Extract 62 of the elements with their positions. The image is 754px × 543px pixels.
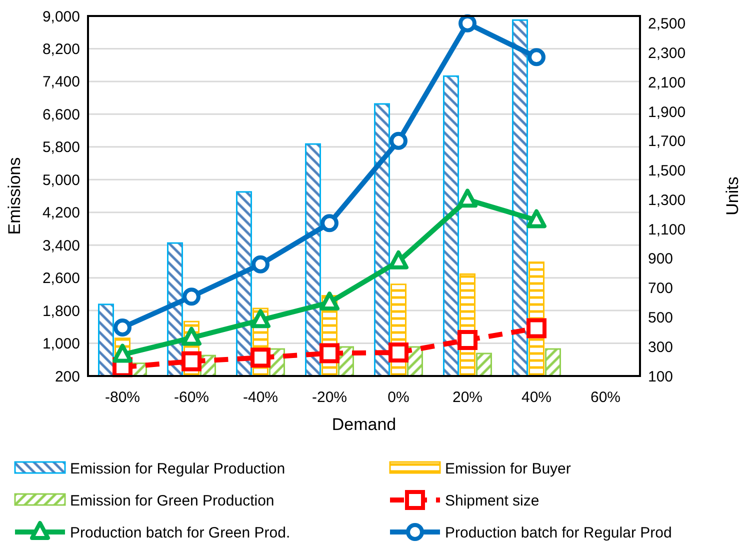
x-tick-label: -20% — [312, 389, 348, 406]
y-tick-label: 1,000 — [42, 336, 80, 353]
y-tick-label: 5,800 — [42, 139, 80, 156]
point — [252, 255, 270, 274]
y-tick-label: 200 — [54, 368, 80, 386]
point — [526, 209, 546, 228]
point — [388, 342, 408, 362]
point — [114, 318, 132, 337]
y-tick-label: 4,200 — [42, 204, 80, 222]
y-tick-label: 8,200 — [42, 40, 80, 58]
point — [458, 188, 478, 208]
y2-tick-label: 900 — [648, 250, 674, 268]
y2-tick-label: 2,500 — [648, 16, 686, 33]
y-tick-label: 6,600 — [42, 106, 80, 124]
point — [390, 132, 408, 150]
y-tick-label: 7,400 — [42, 74, 80, 91]
y2-tick-label: 2,100 — [648, 74, 686, 92]
y-tick-label: 3,400 — [42, 237, 80, 254]
point — [250, 309, 270, 328]
y2-tick-label: 1,700 — [648, 133, 686, 150]
point — [182, 288, 200, 306]
y-tick-label: 2,600 — [42, 270, 80, 288]
x-tick-label: -80% — [104, 389, 140, 406]
point — [182, 351, 202, 372]
point — [320, 214, 338, 232]
point — [526, 318, 546, 338]
y2-tick-label: 100 — [648, 368, 674, 386]
y2-tick-label: 2,300 — [648, 44, 686, 62]
y-tick-label: 9,000 — [42, 8, 80, 26]
point — [182, 326, 202, 346]
y-tick-label: 1,800 — [42, 302, 80, 320]
legend-label: Emission for Buyer — [445, 460, 571, 478]
x-tick-label: 0% — [388, 389, 410, 406]
y2-tick-label: 1,300 — [648, 192, 686, 209]
y2-tick-label: 1,900 — [648, 104, 686, 121]
y2-tick-label: 500 — [648, 309, 674, 326]
y2-tick-label: 300 — [648, 338, 674, 356]
point — [320, 343, 340, 364]
legend-label: Emission for Regular Production — [70, 460, 286, 478]
y-axis-title: Emissions — [5, 157, 24, 235]
x-axis-title: Demand — [332, 415, 396, 434]
point — [250, 348, 270, 368]
point — [388, 250, 408, 270]
x-tick-label: -60% — [174, 389, 210, 406]
point — [458, 330, 478, 350]
point — [458, 14, 476, 32]
legend-label: Production batch for Green Prod. — [70, 524, 290, 542]
y2-tick-label: 1,100 — [648, 221, 686, 238]
point — [112, 344, 132, 363]
y2-tick-label: 1,500 — [648, 162, 686, 180]
point — [320, 292, 340, 311]
x-tick-label: 60% — [590, 389, 621, 406]
y-tick-label: 5,000 — [42, 172, 80, 189]
legend-label: Emission for Green Production — [70, 492, 274, 510]
legend-label: Production batch for Regular Prod — [445, 524, 672, 542]
x-tick-label: 40% — [521, 389, 552, 406]
x-tick-label: -40% — [242, 389, 278, 406]
legend-label: Shipment size — [445, 492, 540, 510]
y2-tick-label: 700 — [648, 280, 674, 298]
x-tick-label: 20% — [452, 389, 483, 406]
y2-axis-title: Units — [723, 176, 742, 216]
point — [528, 48, 546, 66]
